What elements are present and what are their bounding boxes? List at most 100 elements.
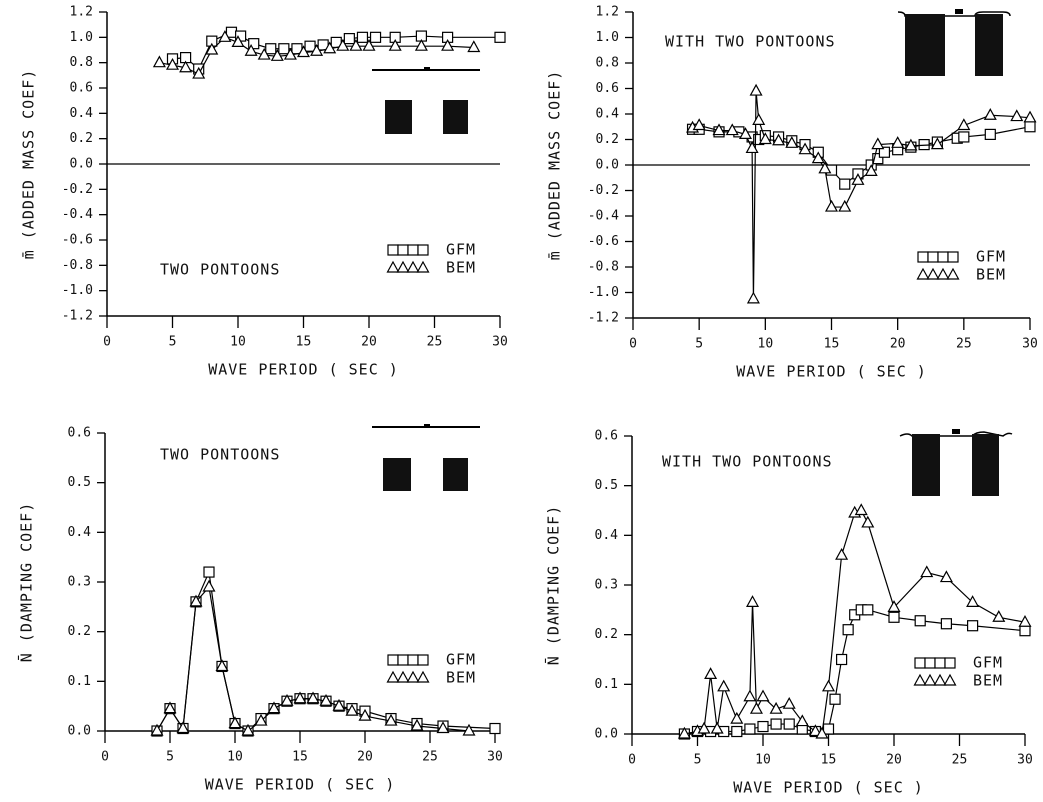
marker-square xyxy=(1019,625,1031,637)
marker-triangle xyxy=(215,659,229,672)
marker-triangle xyxy=(930,137,944,150)
y-tick-label: -1.0 xyxy=(62,283,93,298)
legend-label: GFM xyxy=(446,241,476,259)
y-tick-label: 0.0 xyxy=(596,158,619,173)
x-tick-label: 25 xyxy=(952,753,968,768)
marker-triangle xyxy=(923,673,937,686)
legend-entry: BEM xyxy=(913,672,1002,690)
x-tick-label: 10 xyxy=(230,335,246,350)
x-tick-label: 5 xyxy=(694,753,702,768)
y-tick-label: -0.8 xyxy=(62,258,93,273)
marker-triangle xyxy=(926,267,940,280)
marker-triangle xyxy=(280,693,294,706)
y-axis-label: N̄ (DAMPING COEF) xyxy=(17,502,36,663)
y-tick-label: -1.0 xyxy=(588,285,619,300)
y-tick-label: 0.8 xyxy=(596,56,619,71)
marker-triangle xyxy=(983,108,997,120)
x-tick-label: 30 xyxy=(1022,337,1038,352)
y-tick-label: 1.2 xyxy=(596,5,619,20)
marker-triangle xyxy=(692,118,706,131)
marker-triangle xyxy=(1023,110,1037,123)
y-tick-label: 1.0 xyxy=(596,30,619,45)
marker-triangle xyxy=(436,721,450,734)
marker-triangle xyxy=(406,260,420,273)
legend-entry: BEM xyxy=(386,259,475,277)
marker-square xyxy=(417,244,429,256)
annotation: WITH TWO PONTOONS xyxy=(662,453,833,471)
marker-triangle xyxy=(697,721,711,734)
x-tick-label: 25 xyxy=(422,750,438,765)
pontoon-icon xyxy=(372,424,480,491)
marker-triangle xyxy=(150,723,164,736)
y-tick-label: -1.2 xyxy=(588,311,619,326)
y-tick-label: 1.0 xyxy=(70,30,93,45)
marker-triangle xyxy=(785,136,799,148)
y-tick-label: -1.2 xyxy=(62,309,93,324)
legend-entry: GFM xyxy=(387,651,475,669)
x-tick-label: 5 xyxy=(169,335,177,350)
marker-triangle xyxy=(758,132,772,145)
marker-square xyxy=(934,657,946,669)
y-tick-label: -0.2 xyxy=(588,183,619,198)
pontoon-icon xyxy=(372,67,480,134)
y-tick-label: -0.8 xyxy=(588,260,619,275)
y-tick-label: 0.0 xyxy=(595,727,618,742)
marker-triangle xyxy=(1018,615,1032,627)
legend-label: BEM xyxy=(446,669,476,687)
marker-triangle xyxy=(310,44,324,56)
marker-square xyxy=(835,653,848,666)
y-tick-label: 0.4 xyxy=(596,107,620,122)
annotation: WITH TWO PONTOONS xyxy=(665,33,836,51)
marker-square xyxy=(369,31,382,43)
y-tick-label: 0.6 xyxy=(68,426,91,441)
marker-triangle xyxy=(818,161,832,174)
marker-triangle xyxy=(163,701,177,714)
pontoon-icon xyxy=(899,429,1013,496)
marker-square xyxy=(924,657,936,669)
y-tick-label: 0.5 xyxy=(595,478,618,493)
legend-entry: BEM xyxy=(386,669,476,687)
marker-triangle xyxy=(467,40,481,53)
marker-triangle xyxy=(241,723,255,736)
marker-square xyxy=(984,128,996,140)
legend-label: BEM xyxy=(976,266,1006,284)
marker-triangle xyxy=(704,667,718,679)
marker-square xyxy=(356,31,369,43)
x-axis-label: WAVE PERIOD ( SEC ) xyxy=(205,776,396,794)
marker-square xyxy=(958,131,970,143)
x-tick-label: 10 xyxy=(755,753,771,768)
marker-square xyxy=(417,654,429,666)
marker-square xyxy=(839,178,851,190)
marker-triangle xyxy=(891,136,905,148)
marker-square xyxy=(304,40,316,52)
x-tick-label: 0 xyxy=(103,335,111,350)
marker-triangle xyxy=(835,547,849,560)
y-tick-label: 0.1 xyxy=(68,674,91,689)
pontoon-icon xyxy=(897,9,1011,76)
marker-square xyxy=(822,723,835,735)
marker-triangle xyxy=(205,42,219,55)
marker-triangle xyxy=(189,594,203,607)
marker-triangle xyxy=(384,713,398,726)
marker-square xyxy=(203,566,215,578)
x-tick-label: 25 xyxy=(956,337,972,352)
x-tick-label: 20 xyxy=(890,337,906,352)
marker-square xyxy=(757,720,769,733)
marker-triangle xyxy=(752,113,766,125)
marker-triangle xyxy=(319,693,333,706)
y-tick-label: 0.5 xyxy=(68,475,91,490)
marker-square xyxy=(914,657,926,669)
y-tick-label: 0.3 xyxy=(595,578,618,593)
marker-triangle xyxy=(1010,109,1024,122)
marker-square xyxy=(940,618,953,630)
marker-triangle xyxy=(416,670,430,683)
marker-triangle xyxy=(992,610,1006,622)
marker-triangle xyxy=(358,708,372,721)
x-tick-label: 5 xyxy=(166,750,174,765)
marker-triangle xyxy=(904,138,918,151)
y-axis-label: N̄ (DAMPING COEF) xyxy=(544,505,563,666)
y-tick-label: 0.3 xyxy=(68,575,91,590)
marker-square xyxy=(248,38,260,50)
marker-square xyxy=(407,654,419,666)
